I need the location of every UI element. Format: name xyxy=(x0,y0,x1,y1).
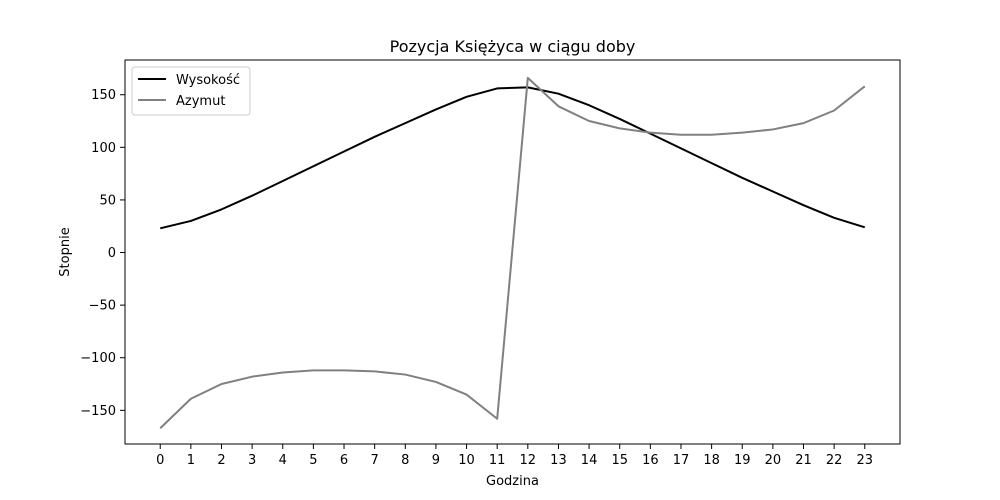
x-axis: 0 1 2 3 4 5 6 7 8 9 10 11 12 13 14 15 16 17 18 19 20 21 22 23 xyxy=(156,444,873,468)
x-tick-label: 9 xyxy=(432,453,440,468)
series-line-1 xyxy=(159,76,866,429)
x-tick-label: 23 xyxy=(856,453,873,468)
x-tick-label: 19 xyxy=(734,453,751,468)
x-tick-label: 4 xyxy=(279,453,287,468)
x-tick-label: 16 xyxy=(642,453,659,468)
x-tick-label: 3 xyxy=(248,453,256,468)
x-tick-label: 21 xyxy=(795,453,812,468)
series-line-0 xyxy=(159,86,866,230)
x-tick-label: 18 xyxy=(703,453,720,468)
x-axis-label: Godzina xyxy=(486,474,539,489)
y-tick-label: 0 xyxy=(108,246,116,261)
x-tick-label: 17 xyxy=(673,453,690,468)
x-tick-label: 22 xyxy=(826,453,843,468)
x-tick-label: 6 xyxy=(340,453,348,468)
x-tick-label: 11 xyxy=(489,453,506,468)
legend: Wysokość Azymut xyxy=(131,66,251,116)
x-tick-label: 12 xyxy=(520,453,537,468)
x-tick-label: 2 xyxy=(217,453,225,468)
x-tick-label: 7 xyxy=(371,453,379,468)
x-tick-label: 10 xyxy=(458,453,475,468)
x-tick-label: 13 xyxy=(550,453,567,468)
x-tick-label: 0 xyxy=(156,453,164,468)
y-tick-label: 100 xyxy=(91,141,116,156)
plot-frame xyxy=(124,59,901,445)
legend-label-wysokosc: Wysokość xyxy=(176,73,240,88)
y-tick-label: −150 xyxy=(80,404,116,419)
y-tick-label: −50 xyxy=(89,299,116,314)
x-tick-label: 5 xyxy=(309,453,317,468)
x-tick-label: 15 xyxy=(611,453,628,468)
y-axis-label: Stopnie xyxy=(58,227,73,276)
y-axis: −150 −100 −50 0 50 100 150 xyxy=(80,88,125,419)
y-tick-label: 150 xyxy=(91,88,116,103)
chart-title: Pozycja Księżyca w ciągu doby xyxy=(390,37,636,56)
x-tick-label: 8 xyxy=(401,453,409,468)
x-tick-label: 14 xyxy=(581,453,598,468)
x-tick-label: 20 xyxy=(765,453,782,468)
y-tick-label: 50 xyxy=(99,193,116,208)
legend-label-azymut: Azymut xyxy=(176,94,225,109)
y-tick-label: −100 xyxy=(80,351,116,366)
plot-lines xyxy=(159,76,866,429)
x-tick-label: 1 xyxy=(187,453,195,468)
